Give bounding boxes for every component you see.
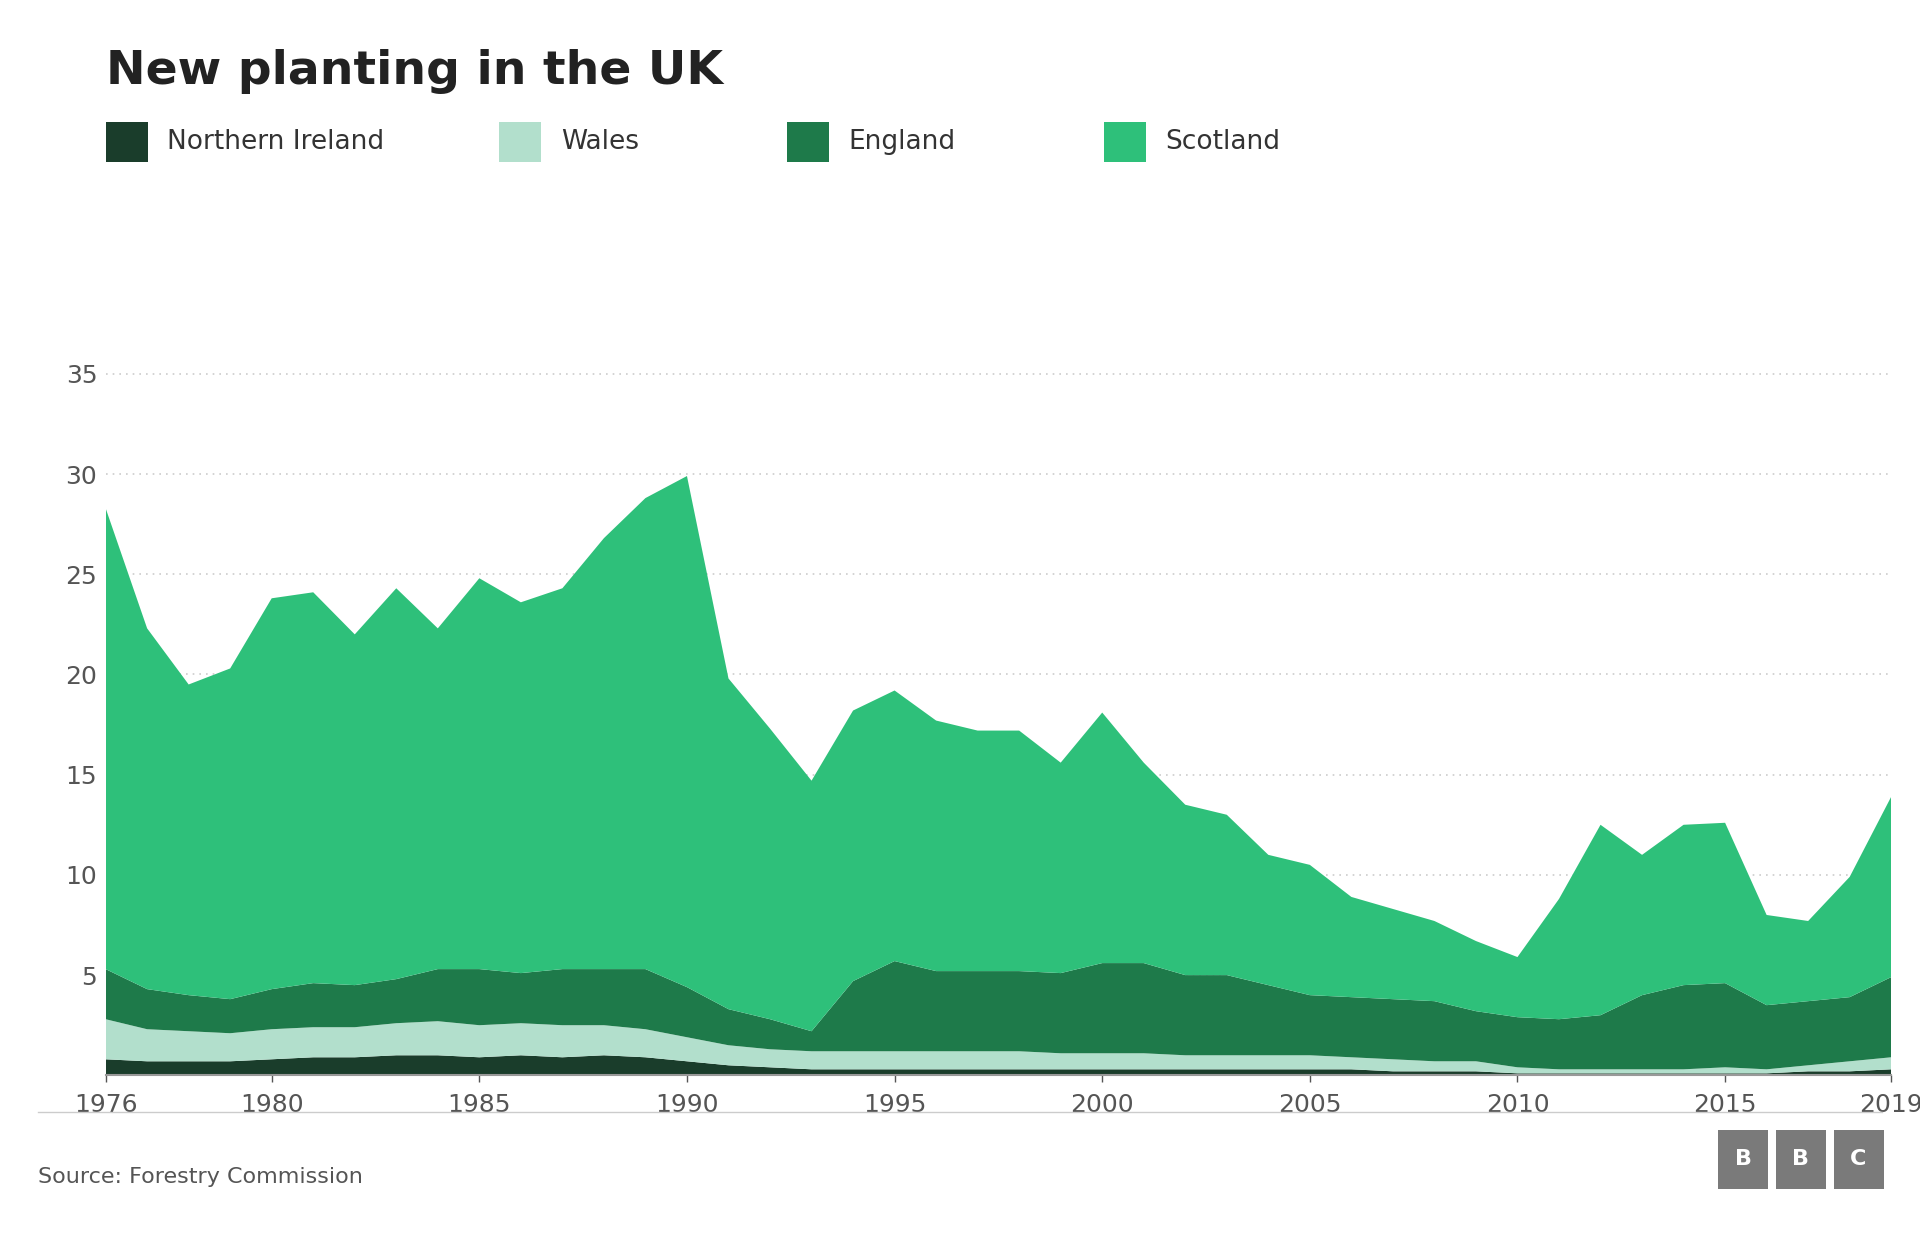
Text: New planting in the UK: New planting in the UK [106,49,722,94]
Text: B: B [1793,1149,1809,1169]
Text: C: C [1851,1149,1866,1169]
Text: Northern Ireland: Northern Ireland [167,129,384,156]
Text: Wales: Wales [561,129,639,156]
Text: B: B [1736,1149,1751,1169]
Text: England: England [849,129,956,156]
Text: Source: Forestry Commission: Source: Forestry Commission [38,1167,363,1187]
Text: Scotland: Scotland [1165,129,1281,156]
